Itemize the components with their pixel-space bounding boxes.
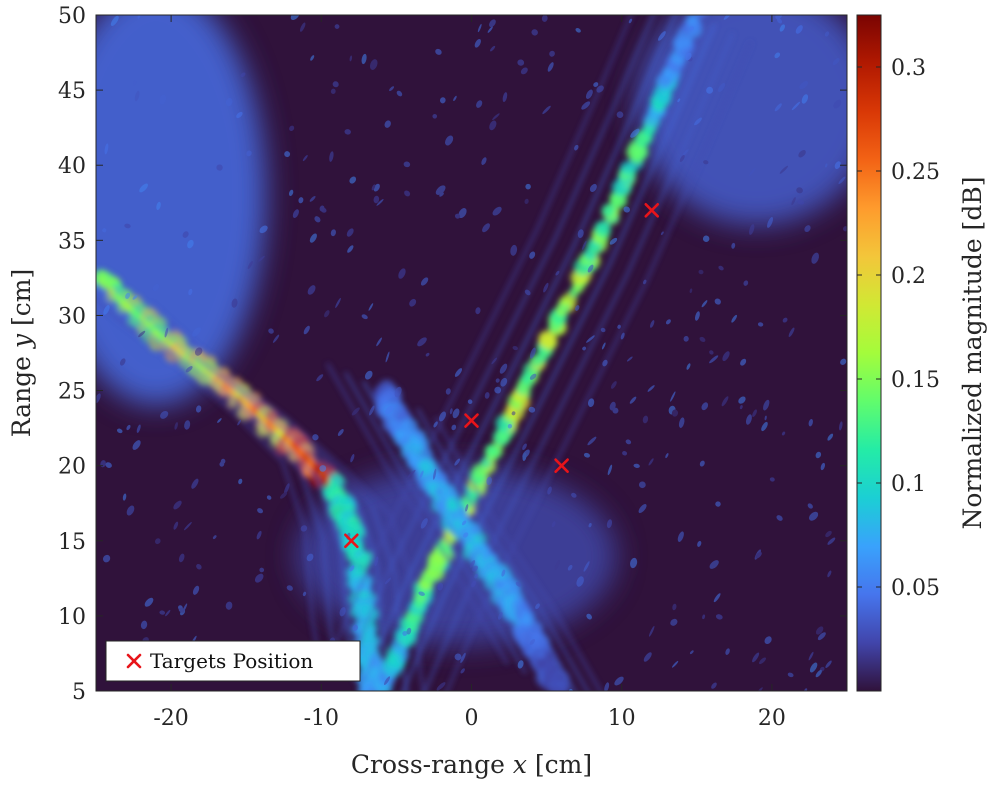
target-marker — [344, 533, 359, 549]
ridge-crossing-band — [326, 362, 602, 691]
legend-x-glyph — [126, 653, 142, 669]
target-marker — [644, 202, 660, 218]
speckle-noise — [96, 15, 847, 691]
y-tick-label: 5 — [72, 680, 86, 705]
ridge-left-arc — [96, 269, 425, 691]
x-tick-label: 20 — [758, 706, 786, 731]
y-axis: 5 10 15 20 25 30 35 40 45 50 — [58, 4, 847, 705]
legend-marker-x — [126, 653, 142, 669]
y-tick-label: 15 — [58, 530, 86, 555]
y-tick-label: 25 — [58, 380, 86, 405]
colorbar-tick-label: 0.05 — [891, 576, 940, 601]
x-tick-label: -10 — [304, 706, 339, 731]
colorbar-label: Normalized magnitude [dB] — [958, 177, 987, 530]
x-axis-label: Cross-range x [cm] — [351, 750, 592, 779]
y-tick-label: 45 — [58, 79, 86, 104]
legend-label: Targets Position — [150, 649, 313, 673]
y-tick-label: 30 — [58, 304, 86, 329]
legend-box — [105, 640, 361, 682]
y-tick-label: 35 — [58, 229, 86, 254]
legend: Targets Position — [105, 640, 361, 682]
x-axis: -20 -10 0 10 20 — [153, 15, 786, 731]
intensity-ridges — [96, 15, 753, 691]
colorbar-ticks: 0.05 0.1 0.15 0.2 0.25 0.3 — [857, 56, 940, 601]
y-tick-label: 20 — [58, 455, 86, 480]
ridge-right-diagonal — [325, 15, 753, 691]
y-tick-label: 50 — [58, 4, 86, 29]
target-markers — [344, 202, 660, 549]
colorbar-tick-label: 0.1 — [891, 472, 926, 497]
x-tick-label: 10 — [608, 706, 636, 731]
target-marker — [554, 458, 569, 473]
colorbar-tick-label: 0.15 — [891, 368, 940, 393]
y-axis-label: Range y [cm] — [7, 269, 36, 437]
colorbar-tick-label: 0.3 — [891, 56, 926, 81]
colorbar-tick-label: 0.25 — [891, 160, 940, 185]
y-tick-label: 10 — [58, 605, 86, 630]
colorbar — [856, 14, 882, 692]
y-tick-label: 40 — [58, 154, 86, 179]
colorbar-tick-label: 0.2 — [891, 264, 926, 289]
x-tick-label: -20 — [153, 706, 188, 731]
heatmap-layer — [96, 15, 847, 691]
x-tick-label: 0 — [465, 706, 479, 731]
target-marker — [464, 413, 479, 428]
